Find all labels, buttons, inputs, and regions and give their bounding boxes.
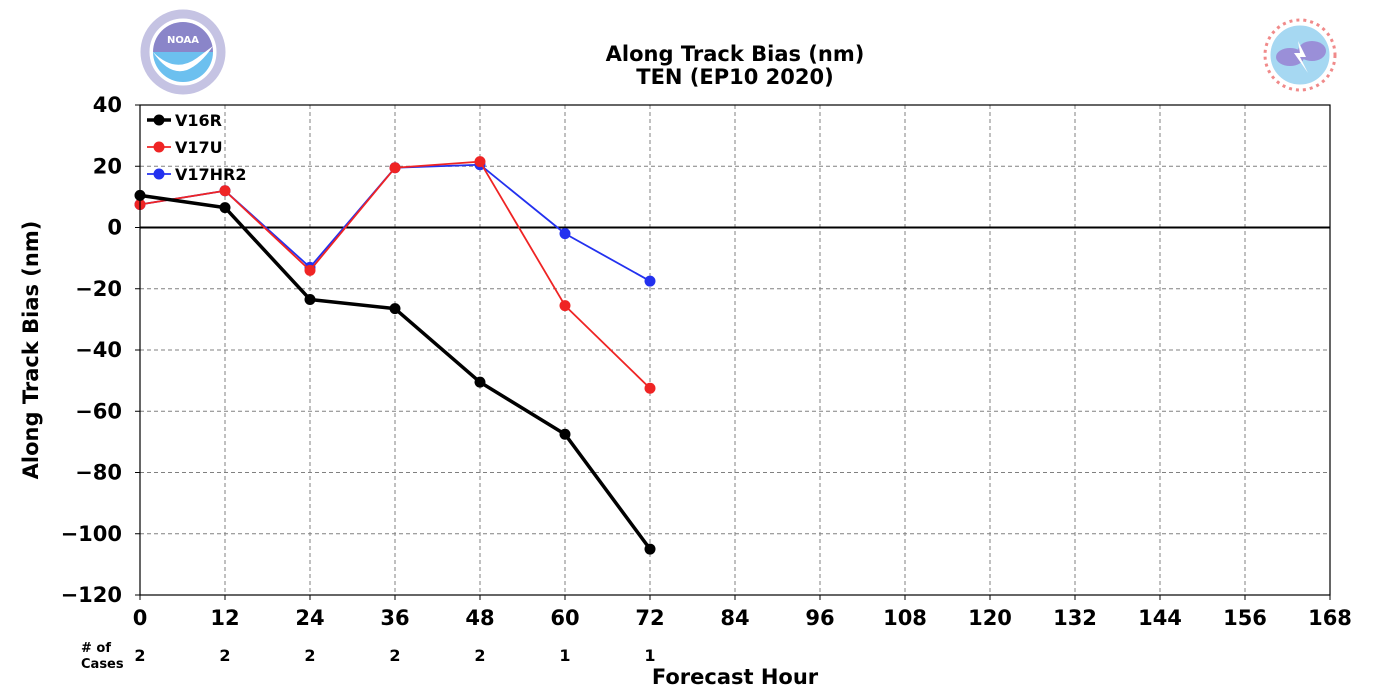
data-point-v16r bbox=[559, 428, 571, 440]
y-axis-label: Along Track Bias (nm) bbox=[19, 221, 43, 480]
x-tick-label: 60 bbox=[550, 606, 579, 630]
noaa-logo-bird bbox=[153, 46, 213, 72]
x-axis-label: Forecast Hour bbox=[652, 665, 819, 689]
plot-frame bbox=[139, 104, 1331, 596]
legend-entry-v16r: V16R bbox=[147, 111, 222, 130]
y-tick-label: −100 bbox=[61, 522, 122, 546]
y-tick-label: −60 bbox=[75, 399, 122, 423]
x-tick-label: 0 bbox=[133, 606, 148, 630]
cases-value: 2 bbox=[219, 646, 230, 665]
x-tick-label: 108 bbox=[883, 606, 927, 630]
series bbox=[134, 156, 656, 555]
axis-ticks: 0 12 24 36 48 60 72 84 96 108 120 132 144 156 168 40 20 0… bbox=[61, 93, 1352, 630]
y-tick-label: −40 bbox=[75, 338, 122, 362]
x-tick-label: 12 bbox=[210, 606, 239, 630]
data-point-v17u bbox=[304, 264, 316, 276]
series-v17u bbox=[134, 156, 656, 394]
data-point-v16r bbox=[644, 543, 656, 555]
data-point-v17u bbox=[644, 382, 656, 394]
data-point-v17u bbox=[559, 300, 571, 312]
data-point-v16r bbox=[219, 202, 231, 214]
legend-entry-v17hr2: V17HR2 bbox=[147, 165, 247, 184]
x-tick-label: 24 bbox=[295, 606, 324, 630]
cases-value: 1 bbox=[644, 646, 655, 665]
x-tick-label: 96 bbox=[805, 606, 834, 630]
y-tick-label: 20 bbox=[93, 154, 122, 178]
legend-label: V16R bbox=[175, 111, 222, 130]
data-point-v16r bbox=[389, 303, 401, 315]
data-point-v16r bbox=[474, 376, 486, 388]
cases-value: 2 bbox=[389, 646, 400, 665]
noaa-logo-top bbox=[153, 22, 213, 52]
series-v16r bbox=[134, 189, 656, 555]
data-point-v17u bbox=[219, 185, 231, 197]
data-point-v17hr2 bbox=[644, 275, 656, 287]
legend-label: V17U bbox=[175, 138, 223, 157]
legend-marker bbox=[153, 114, 165, 126]
y-tick-label: 0 bbox=[107, 216, 122, 240]
legend-marker bbox=[153, 168, 165, 180]
nws-logo-cloud-left bbox=[1276, 48, 1304, 66]
legend-marker bbox=[153, 141, 165, 153]
x-tick-label: 36 bbox=[380, 606, 409, 630]
cases-value: 1 bbox=[559, 646, 570, 665]
y-tick-label: −20 bbox=[75, 277, 122, 301]
x-tick-label: 120 bbox=[968, 606, 1012, 630]
cases-value: 2 bbox=[304, 646, 315, 665]
nws-logo-ring bbox=[1263, 18, 1337, 92]
x-tick-label: 72 bbox=[635, 606, 664, 630]
cases-row: 2 2 2 2 2 1 1 bbox=[134, 646, 655, 665]
nws-logo-lightning bbox=[1294, 41, 1308, 73]
y-tick-label: 40 bbox=[93, 93, 122, 117]
noaa-logo: NOAA bbox=[140, 9, 226, 95]
nws-logo bbox=[1263, 18, 1337, 92]
y-tick-label: −120 bbox=[61, 583, 122, 607]
chart-title: Along Track Bias (nm) bbox=[606, 42, 865, 66]
grid bbox=[140, 105, 1330, 595]
y-tick-label: −80 bbox=[75, 461, 122, 485]
x-tick-label: 48 bbox=[465, 606, 494, 630]
data-point-v17u bbox=[389, 162, 401, 174]
data-point-v17hr2 bbox=[559, 228, 571, 240]
cases-value: 2 bbox=[134, 646, 145, 665]
x-tick-label: 168 bbox=[1308, 606, 1352, 630]
noaa-logo-text: NOAA bbox=[167, 35, 199, 46]
cases-label-line1: # of bbox=[81, 641, 111, 656]
chart-subtitle: TEN (EP10 2020) bbox=[636, 65, 833, 89]
x-tick-label: 132 bbox=[1053, 606, 1097, 630]
x-tick-label: 156 bbox=[1223, 606, 1267, 630]
x-tick-label: 84 bbox=[720, 606, 749, 630]
cases-value: 2 bbox=[474, 646, 485, 665]
legend: V16R V17U V17HR2 bbox=[147, 111, 247, 184]
legend-entry-v17u: V17U bbox=[147, 138, 223, 157]
data-point-v16r bbox=[304, 293, 316, 305]
data-point-v17u bbox=[474, 156, 486, 168]
legend-label: V17HR2 bbox=[175, 165, 247, 184]
x-tick-label: 144 bbox=[1138, 606, 1182, 630]
cases-label-line2: Cases bbox=[81, 657, 124, 672]
